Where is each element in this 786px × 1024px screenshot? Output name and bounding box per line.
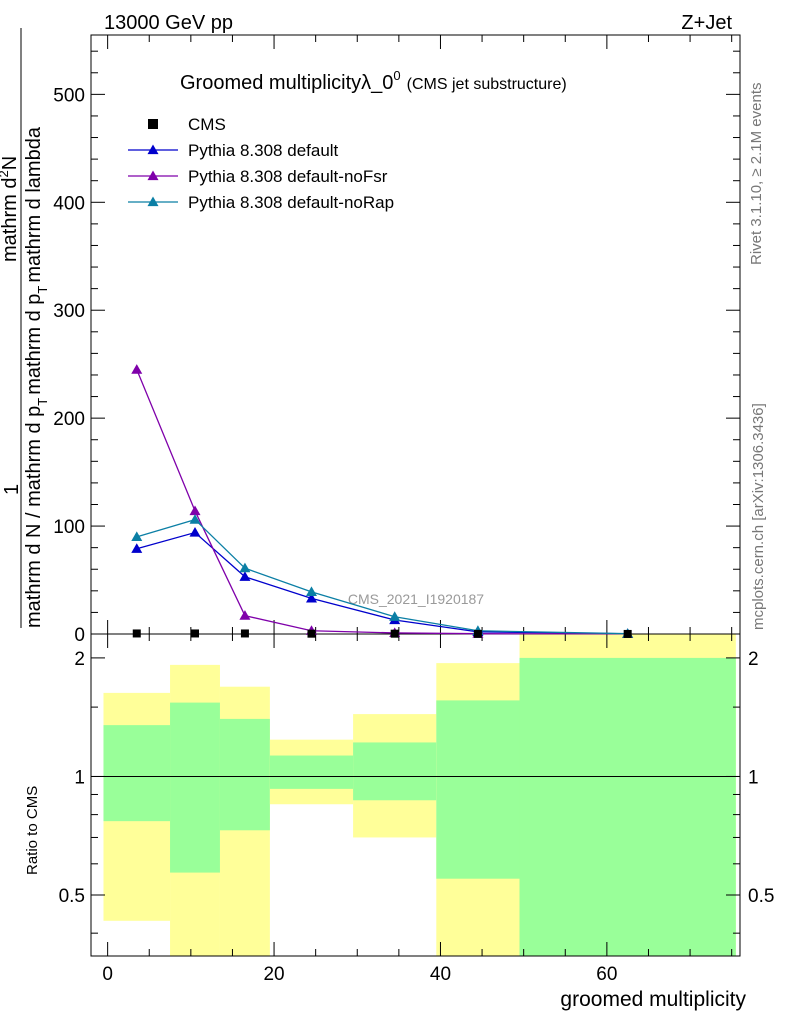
series-point-2 bbox=[389, 611, 401, 621]
series-point-2 bbox=[131, 531, 143, 541]
ratio-y-tick-label-right: 0.5 bbox=[748, 886, 774, 907]
cms-data-points bbox=[132, 629, 632, 638]
ratio-y-tick-label: 2 bbox=[74, 649, 85, 670]
ratio-band-green-3 bbox=[269, 755, 354, 789]
ratio-y-tick-label-right: 2 bbox=[748, 649, 759, 670]
ratio-band-green-0 bbox=[103, 725, 171, 822]
cms-point bbox=[473, 629, 482, 638]
ratio-band-green-6 bbox=[519, 657, 736, 956]
cms-point bbox=[390, 629, 399, 638]
ratio-y-axis-label: Ratio to CMS bbox=[24, 786, 41, 875]
cms-point bbox=[132, 629, 141, 638]
ratio-y-tick-label: 0.5 bbox=[59, 886, 85, 907]
cms-point bbox=[240, 629, 249, 638]
series-point-2 bbox=[239, 562, 251, 573]
ratio-band-green-4 bbox=[353, 742, 437, 801]
energy-label: 13000 GeV pp bbox=[104, 12, 233, 34]
main-y-axis-label: mathrm d N / mathrm d pTmathrm d pTmathr… bbox=[23, 126, 50, 628]
series-point-0 bbox=[239, 571, 251, 581]
watermark: CMS_2021_I1920187 bbox=[348, 591, 484, 607]
series-line-0 bbox=[136, 531, 628, 635]
legend: CMS Pythia 8.308 default Pythia 8.308 defa… bbox=[128, 115, 394, 212]
y-tick-label: 0 bbox=[74, 625, 85, 646]
legend-marker-square bbox=[148, 119, 158, 129]
legend-marker-triangle bbox=[147, 196, 159, 207]
series-point-2 bbox=[189, 514, 201, 524]
ratio-y-tick-label-right: 1 bbox=[748, 767, 759, 788]
series-point-0 bbox=[189, 527, 201, 537]
ratio-y-axis: 0.5 0.5 1 1 2 2 bbox=[59, 649, 774, 934]
ratio-plot-frame bbox=[90, 633, 741, 957]
y-tick-label: 400 bbox=[53, 193, 85, 214]
cms-point bbox=[623, 629, 632, 638]
x-tick-label: 40 bbox=[430, 964, 451, 985]
series-point-0 bbox=[305, 592, 317, 603]
y-label-denominator: mathrm d N / mathrm d pTmathrm d pTmathr… bbox=[23, 126, 50, 628]
legend-marker-triangle bbox=[147, 170, 159, 181]
series-point-1 bbox=[239, 610, 251, 620]
main-y-axis: 0 100 200 300 400 500 bbox=[53, 50, 740, 646]
x-axis-label: groomed multiplicity bbox=[560, 988, 746, 1011]
chart-title-sup: 0 bbox=[393, 68, 400, 83]
series-point-2 bbox=[305, 586, 317, 597]
process-label: Z+Jet bbox=[681, 12, 732, 34]
series-point-1 bbox=[189, 505, 201, 516]
y-tick-label: 500 bbox=[53, 85, 85, 106]
chart-title-small: (CMS jet substructure) bbox=[407, 76, 567, 93]
x-tick-label: 20 bbox=[263, 964, 284, 985]
mcplots-label: mcplots.cern.ch [arXiv:1306.3436] bbox=[750, 403, 767, 630]
legend-label: CMS bbox=[188, 115, 226, 134]
ratio-band-green-2 bbox=[219, 718, 270, 831]
cms-point bbox=[191, 629, 200, 638]
y-tick-label: 200 bbox=[53, 409, 85, 430]
rivet-label: Rivet 3.1.10, ≥ 2.1M events bbox=[748, 83, 765, 266]
legend-label: Pythia 8.308 default bbox=[188, 141, 339, 160]
legend-label: Pythia 8.308 default-noFsr bbox=[188, 167, 388, 186]
series-point-1 bbox=[131, 364, 143, 374]
y-label-top: mathrm d2N bbox=[0, 156, 21, 262]
svg-text:mathrm d2N: mathrm d2N bbox=[0, 156, 21, 262]
legend-label: Pythia 8.308 default-noRap bbox=[188, 193, 394, 212]
cms-point bbox=[307, 629, 316, 638]
series-point-0 bbox=[131, 543, 143, 553]
legend-marker-triangle bbox=[147, 144, 159, 155]
ratio-bands bbox=[103, 634, 736, 956]
x-tick-label: 60 bbox=[596, 964, 617, 985]
chart-title: Groomed multiplicityλ_00 (CMS jet substru… bbox=[180, 68, 567, 94]
y-label-numerator: 1 bbox=[1, 484, 23, 495]
y-tick-label: 100 bbox=[53, 517, 85, 538]
ratio-band-green-1 bbox=[170, 702, 220, 873]
ratio-y-tick-label: 1 bbox=[74, 767, 85, 788]
chart-title-main: Groomed multiplicityλ_0 bbox=[180, 72, 393, 94]
ratio-band-green-5 bbox=[436, 700, 520, 879]
x-tick-label: 0 bbox=[102, 964, 113, 985]
y-tick-label: 300 bbox=[53, 301, 85, 322]
x-axis: 0 20 40 60 bbox=[102, 35, 733, 985]
